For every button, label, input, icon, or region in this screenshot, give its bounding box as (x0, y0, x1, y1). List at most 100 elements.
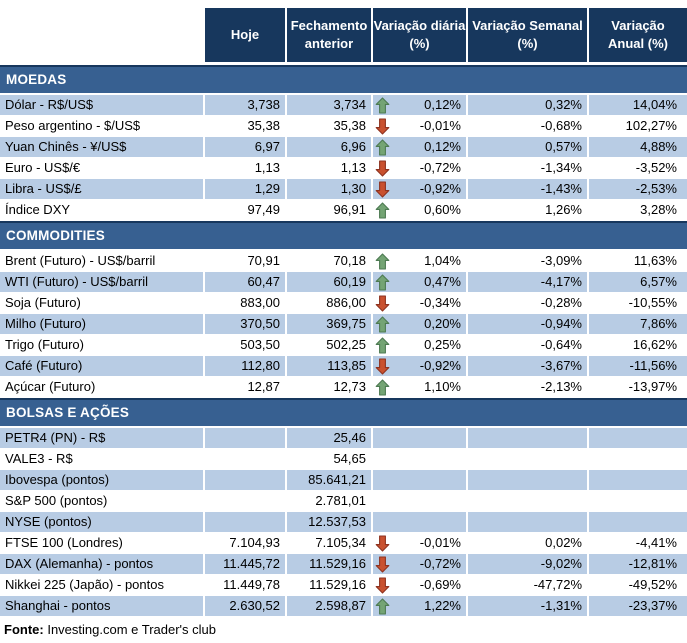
cell-fechamento-anterior: 11.529,16 (285, 554, 371, 574)
cell-hoje: 11.445,72 (203, 554, 285, 574)
cell-fechamento-anterior: 35,38 (285, 116, 371, 136)
variacao-diaria-value: 0,12% (424, 139, 461, 154)
cell-fechamento-anterior: 25,46 (285, 428, 371, 448)
variacao-diaria-value: 0,20% (424, 316, 461, 331)
cell-variacao-anual (587, 491, 687, 511)
cell-hoje: 6,97 (203, 137, 285, 157)
cell-variacao-diaria: -0,69% (371, 575, 466, 595)
variacao-diaria-value: 0,12% (424, 97, 461, 112)
cell-hoje: 7.104,93 (203, 533, 285, 553)
up-arrow-icon (375, 202, 390, 219)
variacao-diaria-value: 1,10% (424, 379, 461, 394)
table-row: NYSE (pontos) 12.537,53 (0, 512, 687, 533)
cell-variacao-anual: 102,27% (587, 116, 687, 136)
variacao-diaria-value: 1,22% (424, 598, 461, 613)
cell-variacao-anual: -11,56% (587, 356, 687, 376)
cell-variacao-diaria (371, 449, 466, 469)
cell-variacao-diaria: 0,12% (371, 95, 466, 115)
cell-variacao-semanal: -2,13% (466, 377, 587, 397)
down-arrow-icon (375, 181, 390, 198)
cell-hoje: 370,50 (203, 314, 285, 334)
cell-label: Ibovespa (pontos) (0, 470, 203, 490)
cell-hoje: 883,00 (203, 293, 285, 313)
up-arrow-icon (375, 139, 390, 156)
section-header-bolsas-e-acoes: BOLSAS E AÇÕES (0, 398, 687, 426)
cell-variacao-semanal: -4,17% (466, 272, 587, 292)
cell-variacao-diaria: -0,92% (371, 179, 466, 199)
cell-fechamento-anterior: 6,96 (285, 137, 371, 157)
cell-label: NYSE (pontos) (0, 512, 203, 532)
cell-label: Café (Futuro) (0, 356, 203, 376)
cell-variacao-anual: 14,04% (587, 95, 687, 115)
column-header-variacao-diaria: Variação diária (%) (371, 8, 466, 62)
cell-variacao-semanal: 0,32% (466, 95, 587, 115)
down-arrow-icon (375, 118, 390, 135)
cell-hoje: 35,38 (203, 116, 285, 136)
cell-label: Trigo (Futuro) (5, 337, 84, 352)
cell-fechamento-anterior: 54,65 (285, 449, 371, 469)
cell-fechamento-anterior: 113,85 (285, 356, 371, 376)
cell-fechamento-anterior: 85.641,21 (285, 470, 371, 490)
section-header-moedas: MOEDAS (0, 65, 687, 93)
table-body: MOEDAS Dólar - R$/US$ 3,738 3,734 0,12% 0,32%… (0, 65, 687, 617)
cell-variacao-semanal: -0,68% (466, 116, 587, 136)
table-row: Yuan Chinês - ¥/US$ 6,97 6,96 0,12% 0,57% 4,8… (0, 137, 687, 158)
cell-variacao-anual: -3,52% (587, 158, 687, 178)
variacao-diaria-value: 1,04% (424, 253, 461, 268)
table-row: WTI (Futuro) - US$/barril 60,47 60,19 0,47%… (0, 272, 687, 293)
cell-variacao-diaria (371, 491, 466, 511)
cell-variacao-anual: 3,28% (587, 200, 687, 220)
down-arrow-icon (375, 160, 390, 177)
cell-label: VALE3 - R$ (5, 451, 73, 466)
cell-fechamento-anterior: 12.537,53 (285, 512, 371, 532)
variacao-diaria-value: -0,72% (419, 556, 461, 571)
cell-fechamento-anterior: 60,19 (285, 272, 371, 292)
cell-variacao-diaria: 1,22% (371, 596, 466, 616)
table-row: Trigo (Futuro) 503,50 502,25 0,25% -0,64% 16,… (0, 335, 687, 356)
cell-variacao-semanal: 0,57% (466, 137, 587, 157)
cell-label: Soja (Futuro) (5, 295, 81, 310)
down-arrow-icon (375, 295, 390, 312)
cell-label: Euro - US$/€ (5, 160, 81, 175)
cell-variacao-anual: -2,53% (587, 179, 687, 199)
table-row: Açúcar (Futuro) 12,87 12,73 1,10% -2,13% -13,… (0, 377, 687, 398)
variacao-diaria-value: -0,34% (419, 295, 461, 310)
table-row: Peso argentino - $/US$ 35,38 35,38 -0,01% -0… (0, 116, 687, 137)
cell-variacao-semanal: -0,28% (466, 293, 587, 313)
table-row: PETR4 (PN) - R$ 25,46 (0, 428, 687, 449)
cell-variacao-semanal (466, 470, 587, 490)
cell-variacao-diaria: -0,34% (371, 293, 466, 313)
cell-variacao-diaria: -0,92% (371, 356, 466, 376)
variacao-diaria-value: 0,60% (424, 202, 461, 217)
cell-hoje: 503,50 (203, 335, 285, 355)
variacao-diaria-value: -0,92% (419, 358, 461, 373)
cell-label: Nikkei 225 (Japão) - pontos (5, 577, 164, 592)
cell-fechamento-anterior: 70,18 (285, 251, 371, 271)
up-arrow-icon (375, 253, 390, 270)
cell-variacao-semanal: -3,67% (466, 356, 587, 376)
cell-variacao-diaria: 0,20% (371, 314, 466, 334)
cell-fechamento-anterior: 1,13 (285, 158, 371, 178)
column-header-variacao-semanal: Variação Semanal (%) (466, 8, 587, 62)
cell-variacao-semanal: -9,02% (466, 554, 587, 574)
cell-variacao-anual: -10,55% (587, 293, 687, 313)
cell-variacao-diaria (371, 470, 466, 490)
cell-fechamento-anterior: 7.105,34 (285, 533, 371, 553)
cell-label: Açúcar (Futuro) (5, 379, 96, 394)
table-row: Shanghai - pontos 2.630,52 2.598,87 1,22% -1… (0, 596, 687, 617)
cell-hoje: 2.630,52 (203, 596, 285, 616)
down-arrow-icon (375, 358, 390, 375)
cell-variacao-anual: -23,37% (587, 596, 687, 616)
cell-variacao-diaria: 1,04% (371, 251, 466, 271)
cell-label: DAX (Alemanha) - pontos (0, 554, 203, 574)
cell-variacao-anual: 6,57% (587, 272, 687, 292)
table-row: Café (Futuro) 112,80 113,85 -0,92% -3,67% -11… (0, 356, 687, 377)
cell-variacao-anual: 16,62% (587, 335, 687, 355)
cell-variacao-diaria: 1,10% (371, 377, 466, 397)
cell-fechamento-anterior: 11.529,16 (285, 575, 371, 595)
cell-label: Milho (Futuro) (0, 314, 203, 334)
cell-fechamento-anterior: 12,73 (285, 377, 371, 397)
table-row: DAX (Alemanha) - pontos 11.445,72 11.529,1… (0, 554, 687, 575)
variacao-diaria-value: -0,69% (419, 577, 461, 592)
